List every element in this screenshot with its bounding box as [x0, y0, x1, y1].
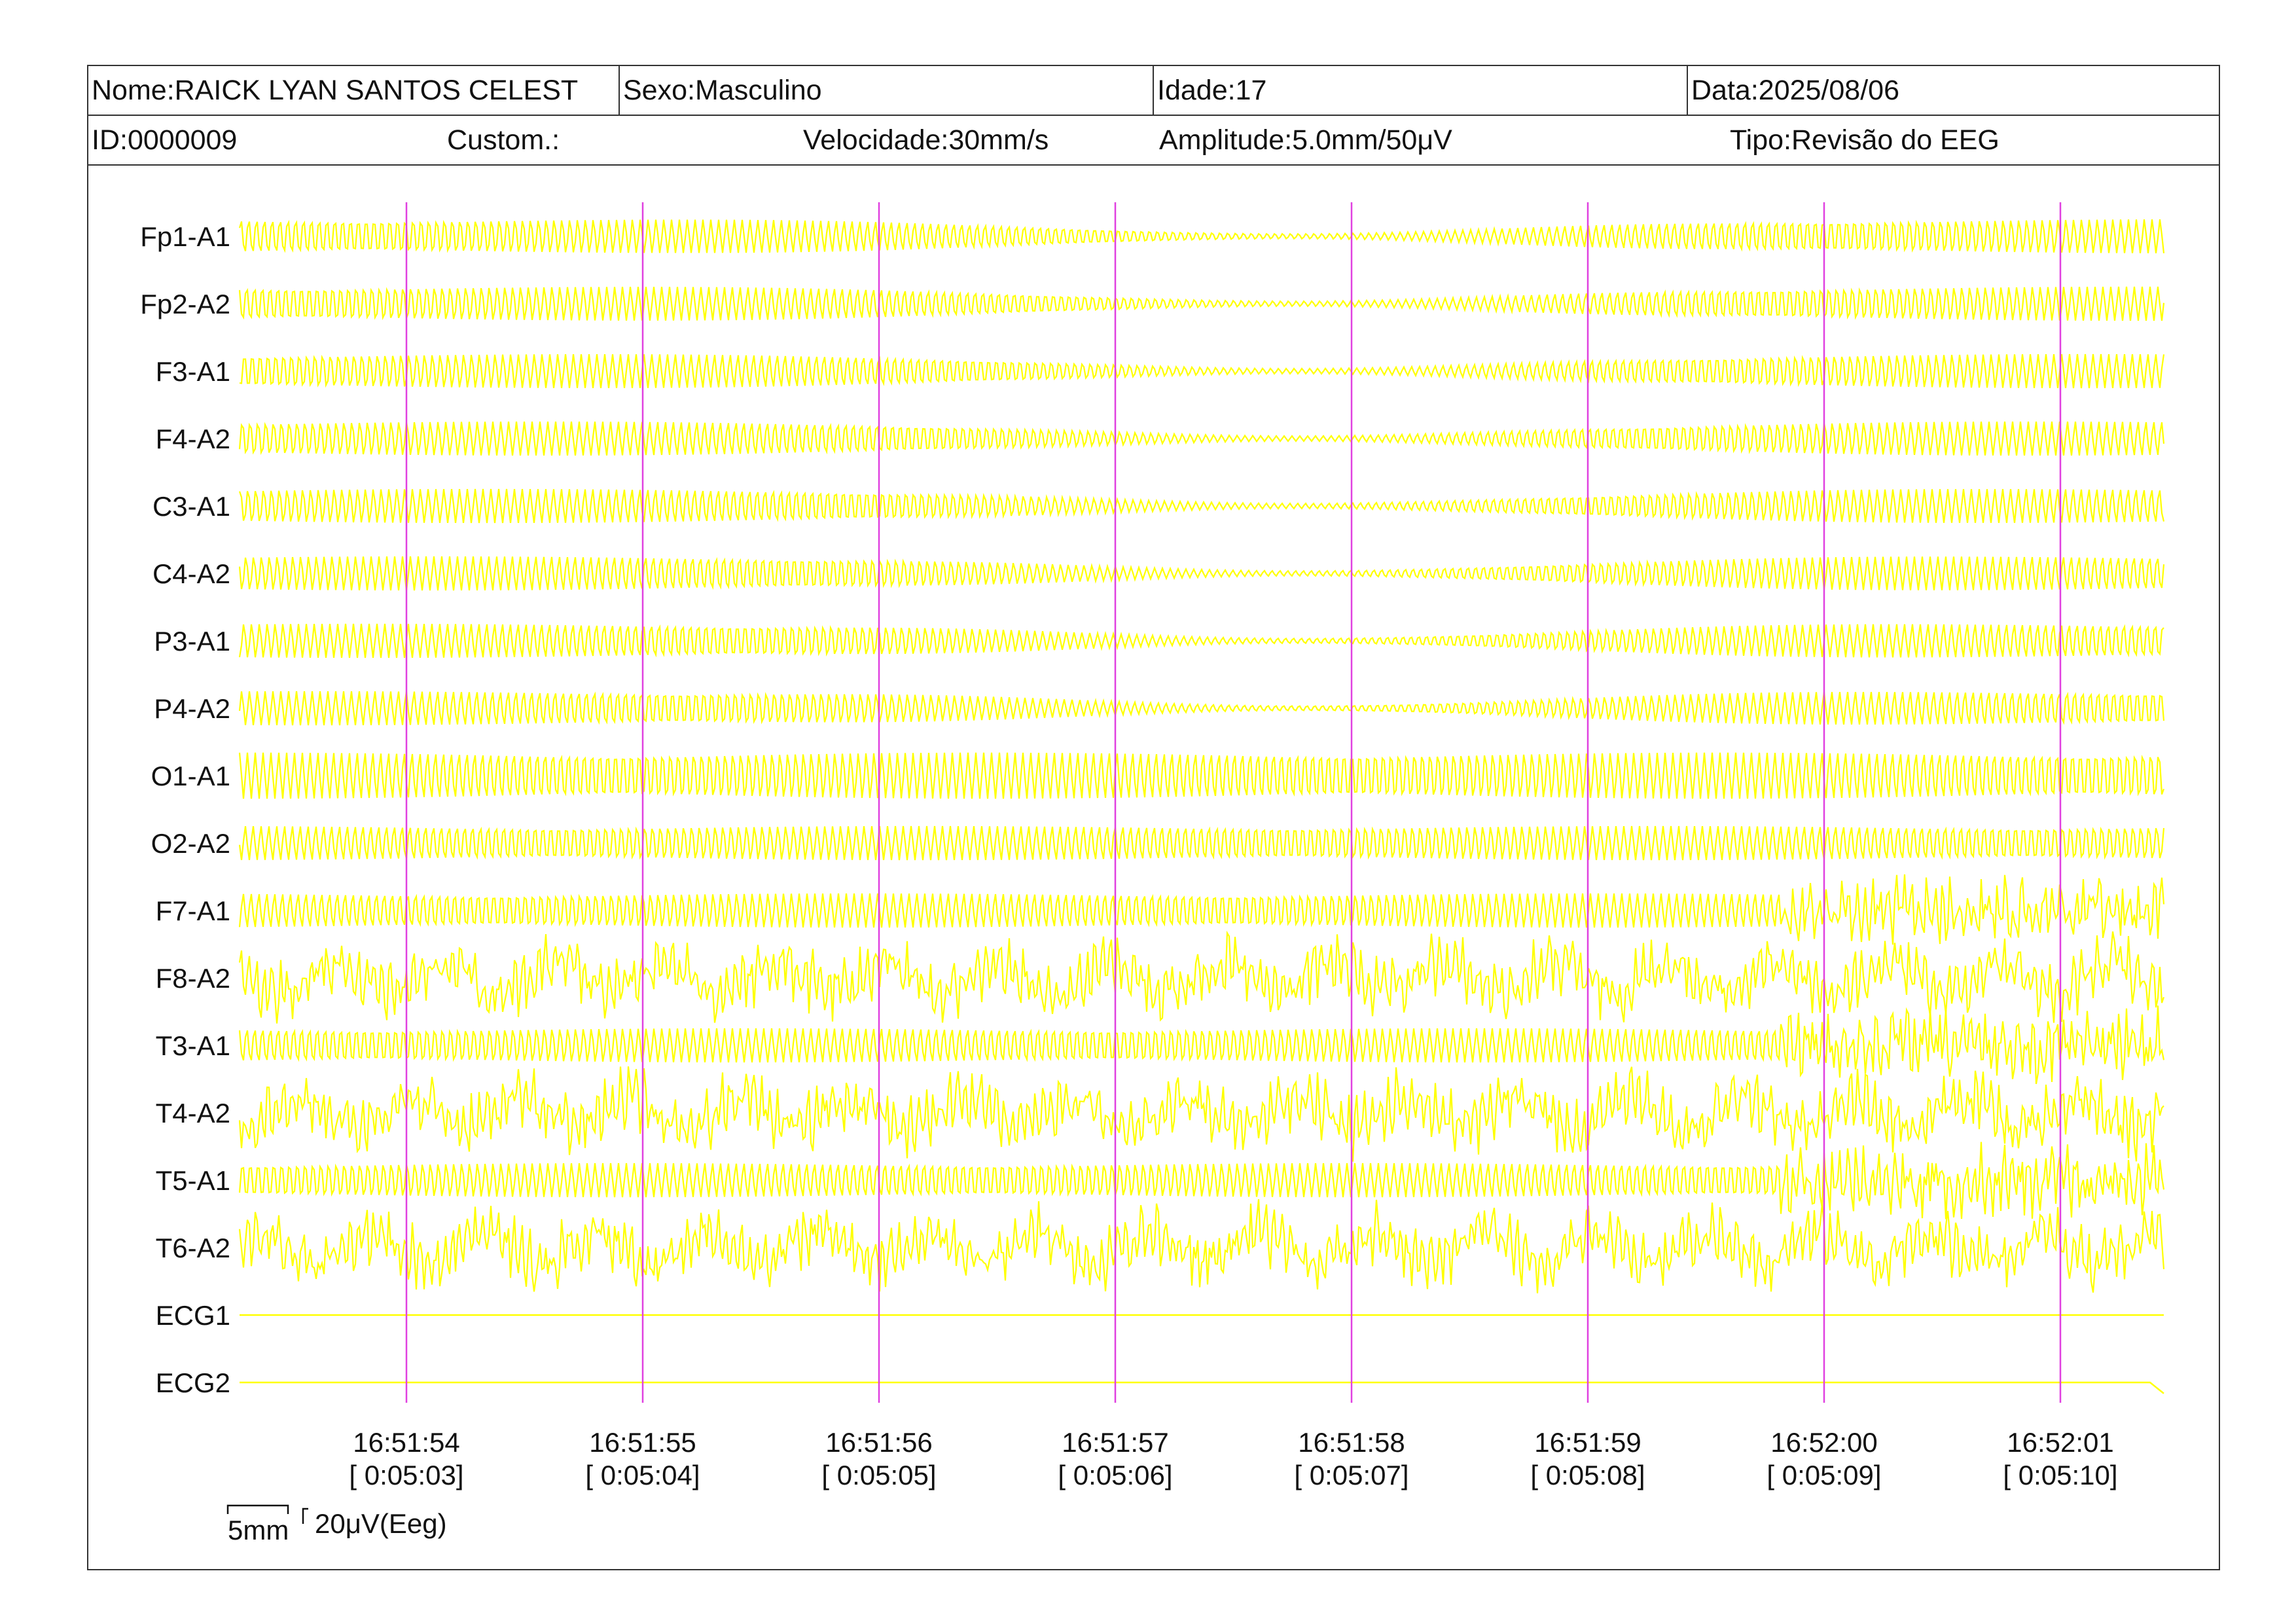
- channel-label: T6-A2: [156, 1233, 230, 1263]
- channel-trace: [238, 623, 2164, 659]
- patient-sex: Sexo:Masculino: [619, 66, 1153, 115]
- channel-trace: [238, 1142, 2165, 1219]
- channel-label: F4-A2: [156, 424, 230, 454]
- time-mark-elapsed: [ 0:05:09]: [1767, 1460, 1881, 1490]
- time-mark-clock: 16:52:01: [2007, 1427, 2114, 1458]
- channel-trace: [238, 219, 2165, 254]
- channel-label: T3-A1: [156, 1030, 230, 1061]
- time-mark-clock: 16:52:00: [1770, 1427, 1878, 1458]
- channel-label: ECG2: [156, 1367, 230, 1398]
- channel-label: F7-A1: [156, 895, 230, 926]
- time-mark-elapsed: [ 0:05:04]: [585, 1460, 700, 1490]
- time-mark-clock: 16:51:59: [1534, 1427, 1641, 1458]
- paper-speed: Velocidade:30mm/s: [803, 124, 1049, 156]
- time-mark-elapsed: [ 0:05:10]: [2003, 1460, 2117, 1490]
- channel-trace: [238, 825, 2165, 861]
- time-mark-clock: 16:51:57: [1062, 1427, 1169, 1458]
- channel-trace: [238, 286, 2165, 321]
- channel-label: ECG1: [156, 1300, 230, 1331]
- channel-label: O1-A1: [151, 761, 230, 791]
- amplitude-scale-mark: [302, 1507, 308, 1524]
- patient-info-row: Nome:RAICK LYAN SANTOS CELEST Sexo:Mascu…: [88, 66, 2219, 116]
- channel-label: O2-A2: [151, 828, 230, 859]
- second-markers: [405, 202, 2062, 1403]
- exam-date: Data:2025/08/06: [1687, 66, 2220, 115]
- custom-field: Custom.:: [447, 124, 560, 156]
- patient-age: Idade:17: [1153, 66, 1687, 115]
- time-mark-elapsed: [ 0:05:03]: [349, 1460, 463, 1490]
- amplitude-scale-label: 20μV(Eeg): [315, 1508, 447, 1539]
- channel-trace: [238, 421, 2165, 456]
- time-mark-clock: 16:51:58: [1298, 1427, 1405, 1458]
- channel-label: Fp2-A2: [140, 289, 230, 319]
- scale-bar: 5mm 20μV(Eeg): [226, 1504, 447, 1545]
- channel-trace: [238, 488, 2165, 524]
- channel-label: F3-A1: [156, 356, 230, 387]
- channel-trace: [238, 930, 2165, 1024]
- channel-label: C4-A2: [152, 558, 230, 589]
- channel-trace: [238, 556, 2165, 591]
- time-scale-mark: [226, 1504, 289, 1514]
- channel-label: P3-A1: [154, 626, 230, 657]
- time-mark-elapsed: [ 0:05:07]: [1294, 1460, 1408, 1490]
- patient-name: Nome:RAICK LYAN SANTOS CELEST: [92, 75, 579, 106]
- exam-info-row: ID:0000009 Custom.: Velocidade:30mm/s Am…: [88, 116, 2219, 166]
- channel-label: F8-A2: [156, 963, 230, 994]
- channel-trace: [239, 353, 2165, 389]
- review-type: Tipo:Revisão do EEG: [1730, 124, 2000, 156]
- eeg-report: Nome:RAICK LYAN SANTOS CELEST Sexo:Mascu…: [87, 65, 2220, 1570]
- channel-label: T4-A2: [156, 1098, 230, 1128]
- time-mark-elapsed: [ 0:05:08]: [1530, 1460, 1645, 1490]
- time-mark-clock: 16:51:55: [589, 1427, 696, 1458]
- time-scale-label: 5mm: [228, 1515, 289, 1545]
- channel-trace: [238, 691, 2165, 726]
- time-mark-clock: 16:51:54: [353, 1427, 460, 1458]
- time-mark-clock: 16:51:56: [825, 1427, 933, 1458]
- channel-trace: [238, 752, 2165, 799]
- channel-label: T5-A1: [156, 1165, 230, 1196]
- channel-trace: [240, 1381, 2164, 1394]
- time-axis: 16:51:54[ 0:05:03] 16:51:55[ 0:05:04] 16:5…: [349, 1427, 2117, 1490]
- channel-traces: [238, 219, 2165, 1394]
- channel-trace: [238, 1005, 2165, 1085]
- channel-label: C3-A1: [152, 491, 230, 522]
- time-mark-elapsed: [ 0:05:05]: [821, 1460, 936, 1490]
- channel-label: P4-A2: [154, 693, 230, 724]
- channel-label: Fp1-A1: [140, 221, 230, 252]
- patient-id: ID:0000009: [92, 124, 238, 156]
- channel-trace: [238, 874, 2165, 945]
- time-mark-elapsed: [ 0:05:06]: [1058, 1460, 1172, 1490]
- amplitude-setting: Amplitude:5.0mm/50μV: [1159, 124, 1452, 156]
- channel-labels: Fp1-A1 Fp2-A2 F3-A1 F4-A2 C3-A1 C4-A2 P3-A1 P4-…: [140, 221, 230, 1398]
- channel-trace: [238, 1199, 2165, 1293]
- channel-trace: [238, 1066, 2164, 1162]
